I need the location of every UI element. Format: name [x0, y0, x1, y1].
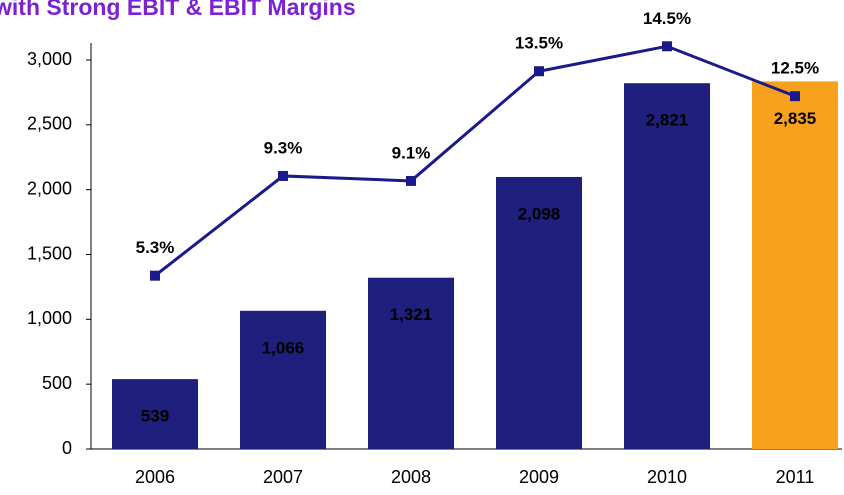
- bar-value-label: 1,066: [262, 338, 305, 357]
- x-tick-label: 2007: [263, 467, 303, 487]
- line-value-label: 13.5%: [515, 34, 563, 53]
- line-value-label: 9.1%: [392, 143, 431, 162]
- bar: [368, 277, 454, 449]
- y-tick-label: 2,000: [27, 178, 72, 198]
- bar: [752, 81, 838, 450]
- line-value-label: 9.3%: [264, 138, 303, 157]
- x-tick-label: 2009: [519, 467, 559, 487]
- y-tick-label: 0: [62, 438, 72, 458]
- line-marker: [662, 41, 672, 52]
- y-tick-label: 2,500: [27, 114, 72, 134]
- bar-value-label: 539: [141, 407, 169, 426]
- line-marker: [150, 270, 160, 281]
- margin-line: [154, 44, 796, 277]
- line-marker: [534, 66, 544, 77]
- line-marker: [790, 91, 800, 102]
- bar-value-label: 2,835: [774, 109, 817, 128]
- x-tick-label: 2008: [391, 467, 431, 487]
- line-value-label: 12.5%: [771, 59, 819, 78]
- bar-value-label: 2,821: [646, 111, 689, 130]
- bar: [112, 379, 198, 449]
- bar: [624, 83, 710, 450]
- bar-value-label: 2,098: [518, 204, 561, 223]
- line-marker: [278, 170, 288, 181]
- y-tick-label: 1,500: [27, 243, 72, 263]
- line-marker: [406, 175, 416, 186]
- bar: [240, 310, 326, 449]
- line-value-label: 14.5%: [643, 9, 691, 28]
- y-tick-label: 1,000: [27, 308, 72, 328]
- y-tick-label: 3,000: [27, 49, 72, 69]
- line-value-label: 5.3%: [136, 238, 175, 257]
- bar-value-label: 1,321: [390, 305, 433, 324]
- chart-title: with Strong EBIT & EBIT Margins: [0, 0, 356, 20]
- x-tick-label: 2006: [135, 467, 175, 487]
- x-tick-label: 2011: [776, 467, 815, 487]
- x-tick-label: 2010: [647, 467, 687, 487]
- y-tick-label: 500: [42, 373, 72, 393]
- bar: [496, 176, 582, 449]
